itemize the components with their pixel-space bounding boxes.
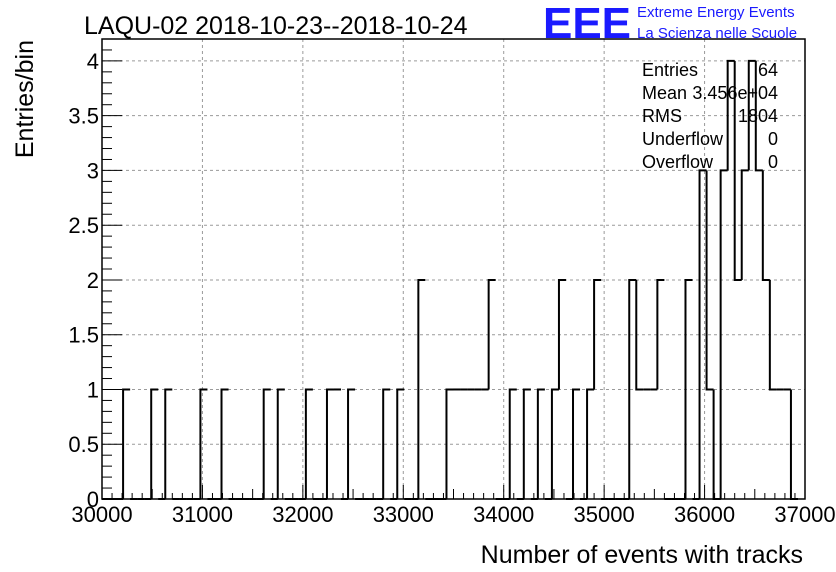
histogram-bars xyxy=(102,59,798,500)
histogram-bin xyxy=(122,388,131,499)
x-tick-label: 34000 xyxy=(473,502,534,527)
histogram-bin xyxy=(417,278,426,499)
histogram-bin xyxy=(726,59,735,171)
y-tick-label: 0 xyxy=(87,487,99,512)
histogram-bin xyxy=(754,60,763,172)
histogram-bin xyxy=(705,170,714,391)
histogram-bin xyxy=(508,388,517,499)
stats-label: Mean xyxy=(642,83,687,103)
histogram-bin xyxy=(262,388,271,499)
histogram-bin xyxy=(761,170,770,281)
x-tick-label: 32000 xyxy=(272,502,333,527)
stats-box: Entries 64 Mean 3.456e+04 RMS 1804 Underflow 0 O… xyxy=(642,60,778,172)
histogram-bin xyxy=(522,388,531,499)
histogram-bin xyxy=(487,278,496,390)
histogram-bin xyxy=(684,278,693,499)
histogram-bin xyxy=(150,388,159,499)
histogram-bin xyxy=(768,279,777,391)
histogram-bin xyxy=(164,388,173,499)
histogram-bin xyxy=(557,278,566,390)
y-tick-label: 3 xyxy=(87,158,99,183)
x-tick-label: 36000 xyxy=(674,502,735,527)
stats-value: 3.456e+04 xyxy=(692,83,778,103)
y-tick-label: 2.5 xyxy=(68,213,99,238)
histogram-bin xyxy=(593,278,602,390)
stats-value: 0 xyxy=(768,129,778,149)
x-tick-label: 37000 xyxy=(774,502,835,527)
axes: 30000 31000 32000 33000 34000 35000 36000 37000… xyxy=(68,38,836,527)
stats-label: Overflow xyxy=(642,152,714,172)
histogram-bin xyxy=(740,169,749,280)
y-tick-label: 1.5 xyxy=(68,323,99,348)
stats-label: Entries xyxy=(642,60,698,80)
stats-label: Underflow xyxy=(642,129,724,149)
histogram-bin xyxy=(396,388,405,499)
stats-value: 1804 xyxy=(738,106,778,126)
histogram-bin xyxy=(304,388,313,499)
histogram-bin xyxy=(199,388,208,499)
stats-label: RMS xyxy=(642,106,682,126)
histogram-bin xyxy=(382,388,391,499)
logo-mark: EEE xyxy=(543,0,631,48)
chart-title: LAQU-02 2018-10-23--2018-10-24 xyxy=(84,12,468,40)
x-axis-label: Number of events with tracks xyxy=(481,541,803,569)
x-tick-label: 33000 xyxy=(373,502,434,527)
histogram-bin xyxy=(719,169,728,499)
histogram-bin xyxy=(276,388,285,499)
y-tick-label: 1 xyxy=(87,377,99,402)
histogram-bin xyxy=(572,388,581,499)
histogram-bin xyxy=(445,388,454,499)
x-tick-label: 31000 xyxy=(172,502,233,527)
y-tick-label: 3.5 xyxy=(68,104,99,129)
histogram-bin xyxy=(635,279,644,391)
y-axis-label: Entries/bin xyxy=(11,40,39,158)
x-tick-label: 35000 xyxy=(574,502,635,527)
histogram-bin xyxy=(347,388,356,499)
histogram-bin xyxy=(536,388,545,499)
stats-value: 64 xyxy=(758,60,778,80)
histogram-bin xyxy=(747,59,756,171)
histogram-bin xyxy=(656,278,665,390)
logo-line-1: Extreme Energy Events xyxy=(637,4,795,21)
stats-value: 0 xyxy=(768,152,778,172)
y-tick-label: 2 xyxy=(87,268,99,293)
y-tick-label: 4 xyxy=(87,49,99,74)
x-tick-label: 30000 xyxy=(71,502,132,527)
histogram-bin xyxy=(698,169,707,499)
y-tick-label: 0.5 xyxy=(68,432,99,457)
histogram-bin xyxy=(325,388,334,499)
histogram-bin xyxy=(733,60,742,281)
histogram-bin xyxy=(586,388,595,499)
eee-logo: EEE Extreme Energy Events La Scienza nel… xyxy=(543,0,797,48)
logo-line-2: La Scienza nelle Scuole xyxy=(637,25,797,42)
histogram-bin xyxy=(550,388,559,499)
histogram-bin xyxy=(220,388,229,499)
histogram-bin xyxy=(628,278,637,499)
